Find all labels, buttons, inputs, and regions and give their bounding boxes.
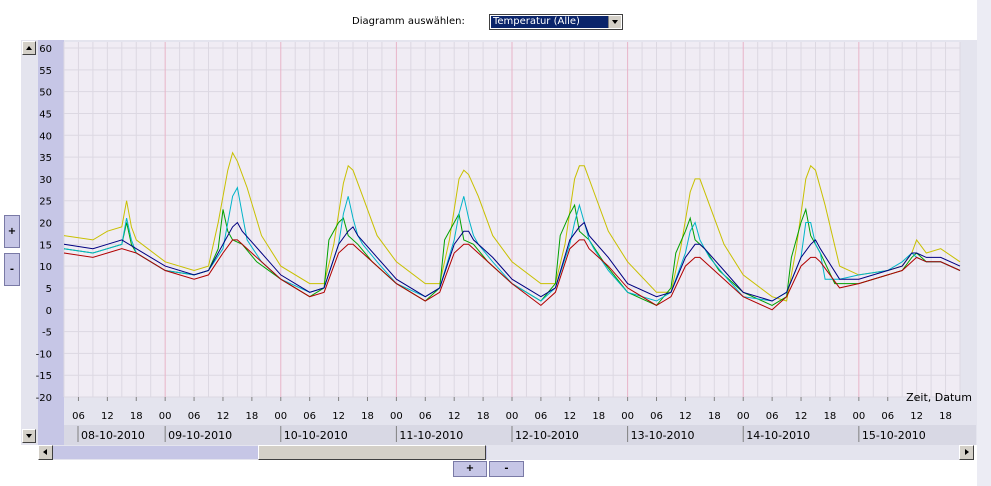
y-tick-label: 35 [39, 153, 52, 164]
y-tick-label: 60 [39, 44, 52, 55]
y-tick-label: 30 [39, 175, 52, 186]
y-tick-label: -15 [36, 371, 52, 382]
horizontal-scroll-thumb[interactable] [258, 445, 486, 460]
hour-tick-label: 06 [535, 411, 548, 422]
hour-tick-label: 00 [852, 411, 865, 422]
date-band [64, 425, 976, 445]
zoom-out-y-button[interactable]: - [4, 253, 20, 286]
date-label: 10-10-2010 [284, 429, 348, 442]
y-tick-label: 25 [39, 197, 52, 208]
scroll-down-arrow-icon[interactable] [22, 429, 36, 443]
hour-tick-label: 12 [101, 411, 114, 422]
y-tick-label: 0 [46, 306, 52, 317]
date-label: 12-10-2010 [515, 429, 579, 442]
y-tick-label: 55 [39, 66, 52, 77]
toolbar [0, 0, 977, 40]
hour-tick-label: 18 [361, 411, 374, 422]
y-tick-label: 50 [39, 88, 52, 99]
chevron-down-icon[interactable] [608, 16, 621, 28]
date-label: 08-10-2010 [81, 429, 145, 442]
hour-tick-label: 18 [592, 411, 605, 422]
y-tick-label: 10 [39, 262, 52, 273]
hour-tick-label: 18 [246, 411, 259, 422]
date-label: 14-10-2010 [746, 429, 810, 442]
hour-tick-label: 00 [159, 411, 172, 422]
series-line-4 [63, 221, 961, 302]
vertical-scroll-track[interactable] [22, 55, 36, 429]
zoom-in-x-button[interactable]: + [453, 461, 487, 477]
hour-tick-label: 18 [824, 411, 837, 422]
hour-tick-label: 18 [708, 411, 721, 422]
diagram-select-value: Temperatur (Alle) [491, 16, 610, 28]
hour-tick-label: 06 [419, 411, 432, 422]
window-edge [977, 0, 991, 486]
series-line-1 [63, 151, 961, 302]
y-tick-label: -20 [36, 393, 52, 404]
hour-tick-label: 18 [130, 411, 143, 422]
diagram-select[interactable]: Temperatur (Alle) [489, 14, 623, 30]
hour-tick-label: 18 [477, 411, 490, 422]
hour-tick-label: 12 [795, 411, 808, 422]
hour-tick-label: 12 [910, 411, 923, 422]
y-tick-label: 15 [39, 240, 52, 251]
hour-tick-label: 06 [72, 411, 85, 422]
date-label: 11-10-2010 [399, 429, 463, 442]
y-tick-label: 45 [39, 109, 52, 120]
date-label: 15-10-2010 [862, 429, 926, 442]
y-tick-label: 40 [39, 131, 52, 142]
hour-tick-label: 12 [563, 411, 576, 422]
hour-tick-label: 12 [448, 411, 461, 422]
hour-tick-label: 00 [737, 411, 750, 422]
series-line-5 [63, 239, 961, 311]
hour-tick-label: 06 [188, 411, 201, 422]
hour-tick-label: 00 [390, 411, 403, 422]
zoom-out-x-button[interactable]: - [489, 461, 524, 477]
scroll-right-arrow-icon[interactable] [959, 445, 974, 460]
hour-tick-label: 18 [939, 411, 952, 422]
hour-tick-label: 00 [506, 411, 519, 422]
x-axis-title: Zeit, Datum [906, 391, 972, 404]
hour-tick-label: 00 [274, 411, 287, 422]
hour-tick-label: 06 [303, 411, 316, 422]
date-label: 13-10-2010 [631, 429, 695, 442]
diagram-select-label: Diagramm auswählen: [352, 16, 465, 27]
hour-tick-label: 12 [217, 411, 230, 422]
zoom-in-y-button[interactable]: + [4, 215, 20, 248]
scroll-left-arrow-icon[interactable] [38, 445, 53, 460]
scroll-up-arrow-icon[interactable] [22, 41, 36, 55]
y-tick-label: 20 [39, 219, 52, 230]
hour-tick-label: 06 [766, 411, 779, 422]
hour-tick-label: 06 [881, 411, 894, 422]
hour-tick-label: 06 [650, 411, 663, 422]
y-tick-label: -10 [36, 349, 52, 360]
date-label: 09-10-2010 [168, 429, 232, 442]
y-tick-label: 5 [46, 284, 52, 295]
hour-tick-label: 12 [679, 411, 692, 422]
hour-tick-label: 12 [332, 411, 345, 422]
hour-tick-label: 00 [621, 411, 634, 422]
y-tick-label: -5 [42, 328, 52, 339]
y-axis-band [38, 40, 64, 445]
